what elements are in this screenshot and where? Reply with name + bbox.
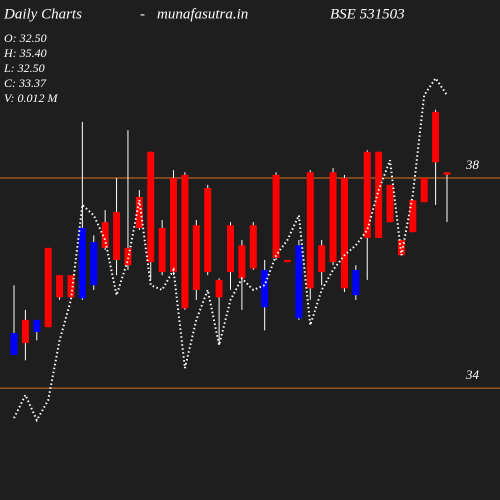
candle-body bbox=[10, 332, 18, 356]
candle-body bbox=[21, 319, 29, 343]
average-line bbox=[13, 76, 448, 423]
candle-body bbox=[170, 178, 178, 273]
candle-body bbox=[113, 212, 121, 260]
candle-body bbox=[386, 184, 394, 223]
candle-body bbox=[78, 227, 86, 299]
candle-body bbox=[135, 196, 143, 228]
candle-body bbox=[181, 174, 189, 309]
candle-body bbox=[33, 319, 41, 332]
candle-body bbox=[101, 222, 109, 248]
info-close: C: 33.37 bbox=[4, 76, 47, 90]
candle-body bbox=[238, 245, 246, 279]
info-volume: V: 0.012 M bbox=[4, 91, 59, 105]
candle-body bbox=[124, 247, 132, 266]
candle-body bbox=[432, 111, 440, 163]
candle-body bbox=[67, 275, 75, 298]
separator: - bbox=[140, 6, 145, 22]
candle-body bbox=[295, 245, 303, 319]
symbol: BSE 531503 bbox=[330, 6, 405, 22]
site-name: munafasutra.in bbox=[157, 6, 248, 22]
candle-body bbox=[261, 269, 269, 308]
candle-body bbox=[340, 178, 348, 289]
candle-body bbox=[375, 151, 383, 238]
candle-body bbox=[352, 269, 360, 296]
candle-body bbox=[283, 259, 291, 263]
candle-body bbox=[363, 151, 371, 238]
candle-body bbox=[420, 178, 428, 203]
candle-body bbox=[227, 225, 234, 273]
candle-body bbox=[249, 225, 257, 269]
candle-body bbox=[306, 172, 314, 289]
candle-body bbox=[215, 279, 223, 298]
plot: 38 34 bbox=[0, 76, 500, 423]
candle-body bbox=[44, 247, 52, 328]
candle-body bbox=[204, 188, 212, 273]
candle-body bbox=[272, 174, 280, 258]
level-label: 38 bbox=[465, 157, 480, 172]
candle-body bbox=[443, 172, 451, 175]
candle-body bbox=[90, 242, 98, 286]
candle-body bbox=[192, 225, 200, 290]
chart-title: Daily Charts bbox=[3, 6, 82, 22]
level-label: 34 bbox=[465, 367, 480, 382]
info-high: H: 35.40 bbox=[3, 46, 47, 60]
candle-body bbox=[329, 172, 337, 263]
candle-body bbox=[318, 245, 326, 273]
candle-body bbox=[56, 275, 64, 298]
info-open: O: 32.50 bbox=[4, 31, 47, 45]
info-low: L: 32.50 bbox=[3, 61, 45, 75]
candle-body bbox=[409, 200, 417, 233]
candle-body bbox=[147, 151, 155, 263]
candle-body bbox=[158, 227, 166, 273]
